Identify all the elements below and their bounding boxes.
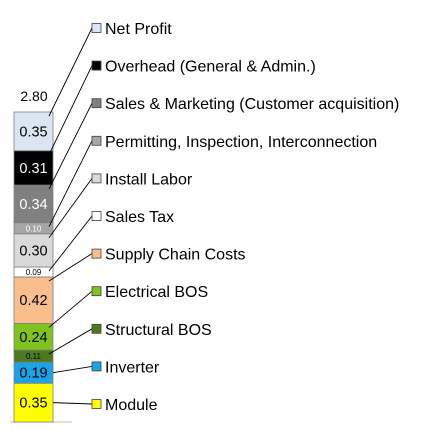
- legend-swatch-overhead-general-admin: [91, 60, 102, 71]
- legend-label-module: Module: [105, 397, 158, 414]
- data-label-supply-chain-costs: 0.42: [19, 293, 47, 309]
- legend-label-inverter: Inverter: [105, 359, 160, 376]
- data-label-inverter: 0.19: [19, 366, 47, 382]
- leader-line-overhead-general-admin: [48, 65, 93, 155]
- leader-line-sales-tax: [48, 215, 93, 272]
- bar-segment-electrical-bos: [13, 323, 54, 351]
- legend-swatch-install-labor: [91, 173, 102, 184]
- bar-segment-net-profit: [13, 111, 54, 152]
- legend-label-structural-bos: Structural BOS: [105, 322, 212, 339]
- bar-stack: 0.35 0.19 0.11 0.24 0.42 0.09 0.30 0.10 0.34 0.31…: [13, 111, 54, 423]
- leader-line-module: [52, 402, 93, 405]
- data-label-permitting-inspection-interconnection: 0.10: [26, 224, 42, 233]
- legend-swatch-inverter: [91, 361, 102, 372]
- legend-swatch-sales-marketing-customer-acquisition: [91, 98, 102, 109]
- bar-segment-overhead-general-admin: [13, 150, 54, 186]
- leader-line-sales-marketing-customer-acquisition: [48, 102, 93, 190]
- legend-label-install-labor: Install Labor: [105, 171, 193, 188]
- legend-swatch-module: [91, 399, 102, 409]
- leader-lines: [48, 27, 93, 405]
- data-label-sales-marketing-customer-acquisition: 0.34: [19, 197, 47, 213]
- bar-segment-supply-chain-costs: [13, 276, 54, 324]
- legend-swatch-electrical-bos: [91, 286, 102, 297]
- leader-line-supply-chain-costs: [48, 253, 93, 282]
- data-label-install-labor: 0.30: [19, 243, 47, 259]
- legend-label-supply-chain-costs: Supply Chain Costs: [105, 247, 246, 264]
- data-label-net-profit: 0.35: [19, 124, 47, 140]
- legend-label-permitting-inspection-interconnection: Permitting, Inspection, Interconnection: [105, 134, 377, 151]
- legend-swatch-permitting-inspection-interconnection: [91, 135, 102, 146]
- total-label: 2.80: [20, 88, 47, 104]
- data-label-overhead-general-admin: 0.31: [19, 161, 47, 177]
- legend-label-net-profit: Net Profit: [105, 21, 172, 38]
- legend-label-overhead-general-admin: Overhead (General & Admin.): [105, 59, 316, 76]
- data-label-sales-tax: 0.09: [26, 268, 42, 277]
- legend-label-electrical-bos: Electrical BOS: [105, 284, 208, 301]
- legend-label-sales-tax: Sales Tax: [105, 209, 174, 226]
- data-label-electrical-bos: 0.24: [19, 330, 47, 346]
- legend-label-sales-marketing-customer-acquisition: Sales & Marketing (Customer acquisition): [105, 96, 399, 113]
- legend: Module Inverter Structural BOS Electrical B…: [91, 21, 399, 414]
- legend-swatch-net-profit: [91, 23, 102, 33]
- legend-swatch-supply-chain-costs: [91, 248, 102, 259]
- leader-line-inverter: [52, 365, 93, 374]
- legend-swatch-structural-bos: [91, 323, 102, 334]
- data-label-module: 0.35: [19, 396, 47, 412]
- bar-segment-install-labor: [13, 233, 54, 268]
- leader-line-install-labor: [48, 178, 93, 239]
- legend-swatch-sales-tax: [91, 211, 102, 221]
- leader-line-structural-bos: [48, 328, 93, 355]
- data-label-structural-bos: 0.11: [26, 352, 42, 361]
- leader-line-permitting-inspection-interconnection: [48, 140, 93, 227]
- leader-line-electrical-bos: [48, 290, 93, 328]
- leader-line-net-profit: [48, 27, 93, 117]
- bar-segment-sales-marketing-customer-acquisition: [13, 184, 54, 224]
